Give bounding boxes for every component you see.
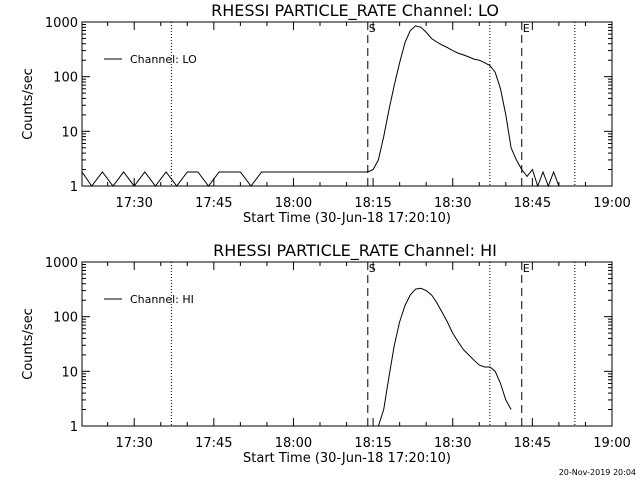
y-tick-label: 1000 [45, 256, 78, 271]
y-tick-label: 10 [61, 125, 78, 140]
y-tick-label: 10 [61, 365, 78, 380]
y-tick-label: 100 [53, 311, 78, 326]
x-tick-label: 17:30 [115, 436, 152, 451]
y-tick-label: 100 [53, 71, 78, 86]
chart-panel-hi: RHESSI PARTICLE_RATE Channel: HI Counts/s… [21, 241, 631, 466]
marker-label: S [369, 262, 376, 275]
x-tick-label: 17:45 [195, 196, 232, 211]
legend-entry: Channel: HI [130, 293, 194, 306]
x-axis-label: Start Time (30-Jun-18 17:20:10) [243, 211, 451, 226]
marker-label: S [369, 22, 376, 35]
footer-date: 20-Nov-2019 20:04 [559, 468, 636, 477]
chart-title: RHESSI PARTICLE_RATE Channel: LO [211, 1, 499, 21]
x-tick-label: 18:15 [354, 196, 391, 211]
series-line [377, 287, 512, 427]
chart-title: RHESSI PARTICLE_RATE Channel: HI [213, 241, 497, 261]
series-line [81, 25, 565, 188]
x-tick-label: 19:00 [593, 436, 630, 451]
marker-label: E [523, 22, 530, 35]
x-tick-label: 19:00 [593, 196, 630, 211]
y-axis-label: Counts/sec [21, 308, 36, 380]
x-axis-label: Start Time (30-Jun-18 17:20:10) [243, 451, 451, 466]
x-tick-label: 18:15 [354, 436, 391, 451]
x-tick-label: 18:30 [434, 196, 471, 211]
legend-entry: Channel: LO [130, 53, 197, 66]
x-tick-label: 17:45 [195, 436, 232, 451]
y-tick-label: 1000 [45, 16, 78, 31]
x-tick-label: 18:00 [275, 196, 312, 211]
x-tick-label: 18:00 [275, 436, 312, 451]
x-tick-label: 17:30 [115, 196, 152, 211]
plot-frame [81, 21, 613, 187]
chart-panel-lo: RHESSI PARTICLE_RATE Channel: LO Counts/s… [21, 1, 631, 226]
y-axis-label: Counts/sec [21, 68, 36, 140]
x-tick-label: 18:45 [514, 436, 551, 451]
x-tick-label: 18:30 [434, 436, 471, 451]
y-tick-label: 1 [70, 180, 78, 195]
x-tick-label: 18:45 [514, 196, 551, 211]
plot-frame [81, 261, 613, 427]
y-tick-label: 1 [70, 420, 78, 435]
marker-label: E [523, 262, 530, 275]
